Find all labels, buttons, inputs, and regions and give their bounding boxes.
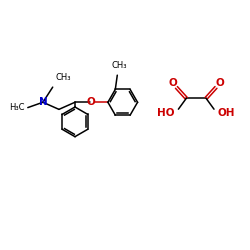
- Text: CH₃: CH₃: [56, 73, 71, 82]
- Text: N: N: [38, 97, 47, 107]
- Text: O: O: [168, 78, 177, 88]
- Text: HO: HO: [157, 108, 174, 118]
- Text: CH₃: CH₃: [112, 61, 127, 70]
- Text: O: O: [87, 97, 96, 107]
- Text: O: O: [216, 78, 224, 88]
- Text: OH: OH: [218, 108, 236, 118]
- Text: H₃C: H₃C: [9, 103, 25, 112]
